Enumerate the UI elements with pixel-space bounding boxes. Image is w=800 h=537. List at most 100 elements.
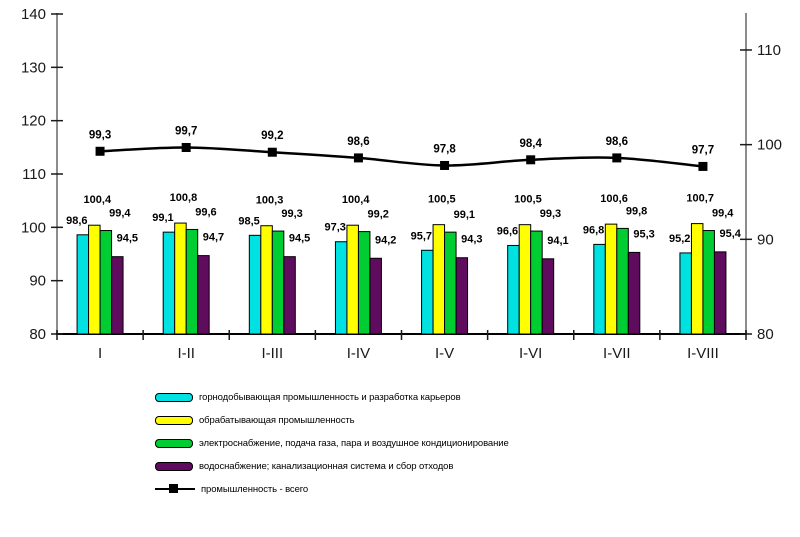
- bar-value-label: 97,3: [324, 222, 345, 234]
- bar: [421, 249, 434, 335]
- line-marker: [526, 155, 536, 165]
- bar: [679, 252, 692, 335]
- legend-item-water: водоснабжение; канализационная система и…: [155, 460, 509, 472]
- bar: [271, 230, 285, 335]
- bar-value-label: 100,5: [428, 194, 456, 206]
- bar-value-label: 94,5: [289, 233, 310, 245]
- line-marker: [267, 147, 277, 157]
- line-value-label: 99,2: [261, 130, 283, 142]
- line-series: [100, 146, 704, 168]
- left-axis-tick-label: 110: [22, 166, 46, 183]
- category-label: I-VII: [603, 345, 631, 362]
- bar-value-label: 99,1: [152, 212, 173, 224]
- bar: [197, 255, 210, 335]
- bar-value-label: 94,2: [375, 234, 396, 246]
- right-axis-tick-label: 80: [757, 326, 774, 343]
- category-label: I-VIII: [687, 345, 719, 362]
- bar: [702, 230, 715, 335]
- line-marker: [440, 160, 450, 170]
- bar: [455, 257, 469, 335]
- right-axis-tick-label: 90: [757, 231, 774, 248]
- line-marker: [698, 161, 708, 171]
- line-value-label: 98,4: [519, 138, 542, 150]
- bar-value-label: 99,1: [454, 209, 475, 221]
- line-marker: [181, 142, 191, 152]
- category-label: I-V: [435, 345, 454, 362]
- bar-value-label: 98,5: [238, 215, 259, 227]
- bar: [713, 251, 727, 335]
- bar: [260, 225, 273, 335]
- legend-swatch-manufacturing: [155, 415, 193, 425]
- line-value-label: 98,6: [347, 136, 369, 148]
- legend-swatch-electricity: [155, 438, 193, 448]
- category-label: I-II: [177, 345, 195, 362]
- bar-value-label: 99,3: [540, 208, 561, 220]
- legend-label-mining: горнодобывающая промышленность и разрабо…: [199, 391, 461, 403]
- bar-value-label: 94,7: [203, 232, 224, 244]
- bar-value-label: 94,1: [547, 235, 568, 247]
- bar: [627, 251, 641, 335]
- legend: горнодобывающая промышленность и разрабо…: [155, 391, 509, 506]
- bar: [174, 222, 187, 335]
- bar: [334, 241, 348, 335]
- bar: [162, 231, 176, 335]
- bar-value-label: 99,3: [281, 208, 302, 220]
- line-value-label: 97,8: [433, 143, 456, 155]
- bar: [346, 224, 359, 335]
- right-axis-tick-label: 100: [757, 137, 782, 154]
- right-axis-tick-label: 110: [757, 42, 781, 59]
- bar-value-label: 99,4: [712, 208, 734, 220]
- bar-value-label: 99,2: [367, 209, 388, 221]
- line-marker: [95, 146, 105, 156]
- bar: [88, 224, 101, 335]
- bar-value-label: 100,5: [514, 194, 542, 206]
- category-label: I-IV: [347, 345, 370, 362]
- bar: [248, 234, 262, 335]
- bar: [604, 223, 618, 335]
- line-marker: [612, 153, 622, 163]
- bar: [690, 223, 704, 335]
- bar: [444, 231, 457, 335]
- line-value-label: 99,7: [175, 125, 197, 137]
- bar: [99, 230, 113, 335]
- bar: [185, 228, 199, 335]
- bar-value-label: 100,4: [342, 194, 370, 206]
- legend-swatch-water: [155, 461, 193, 471]
- bar-value-label: 96,8: [583, 224, 604, 236]
- legend-item-mining: горнодобывающая промышленность и разрабо…: [155, 391, 509, 403]
- bar-value-label: 100,4: [84, 194, 112, 206]
- category-label: I-III: [261, 345, 283, 362]
- bar-value-label: 95,2: [669, 233, 690, 245]
- legend-line-marker-icon: [155, 484, 195, 493]
- bar: [111, 256, 124, 335]
- bar: [593, 243, 606, 335]
- bar: [357, 231, 371, 335]
- left-axis-tick-label: 100: [21, 219, 46, 236]
- legend-item-industry-total: промышленность - всего: [155, 483, 509, 495]
- bar-value-label: 95,4: [719, 228, 741, 240]
- legend-label-water: водоснабжение; канализационная система и…: [199, 460, 454, 472]
- bar: [518, 224, 532, 335]
- bar-value-label: 99,8: [626, 205, 647, 217]
- category-label: I: [98, 345, 102, 362]
- bar-value-label: 99,4: [109, 208, 131, 220]
- line-marker: [353, 153, 363, 163]
- bar-value-label: 96,6: [497, 225, 518, 237]
- bar: [541, 258, 555, 335]
- bar-value-label: 100,6: [600, 193, 628, 205]
- line-value-label: 97,7: [692, 144, 714, 156]
- left-axis-tick-label: 80: [29, 326, 46, 343]
- legend-label-electricity: электроснабжение, подача газа, пара и во…: [199, 437, 509, 449]
- legend-label-industry-total: промышленность - всего: [201, 483, 309, 495]
- left-axis-tick-label: 90: [29, 273, 46, 290]
- bar: [616, 227, 629, 335]
- legend-item-electricity: электроснабжение, подача газа, пара и во…: [155, 437, 509, 449]
- bar: [369, 257, 382, 335]
- bar-value-label: 95,3: [633, 228, 654, 240]
- legend-label-manufacturing: обрабатывающая промышленность: [199, 414, 355, 426]
- legend-item-manufacturing: обрабатывающая промышленность: [155, 414, 509, 426]
- legend-swatch-mining: [155, 392, 193, 402]
- bar-value-label: 100,8: [170, 192, 198, 204]
